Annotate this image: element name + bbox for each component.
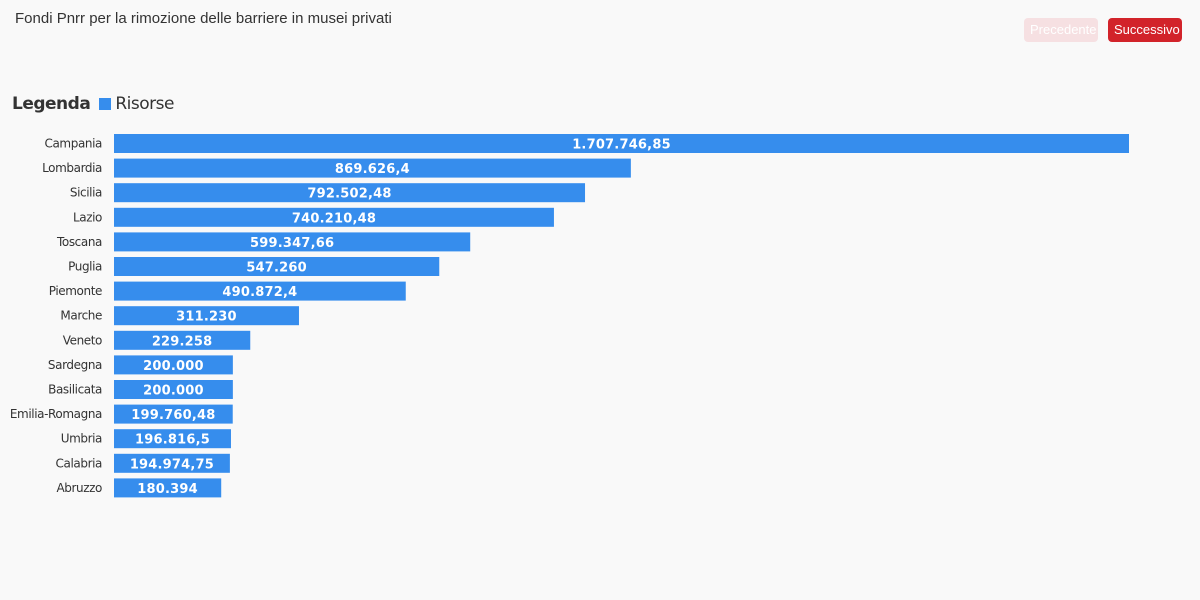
- legend: Legenda Risorse: [12, 92, 174, 116]
- value-label: 199.760,48: [131, 408, 215, 423]
- bar[interactable]: [114, 134, 1129, 153]
- category-label: Calabria: [56, 456, 103, 470]
- category-label: Umbria: [61, 432, 102, 446]
- value-label: 740.210,48: [292, 211, 376, 226]
- category-label: Emilia-Romagna: [10, 407, 102, 421]
- bar[interactable]: [114, 355, 233, 375]
- value-label: 1.707.746,85: [572, 138, 671, 153]
- category-label: Campania: [45, 137, 103, 151]
- category-label: Piemonte: [49, 284, 102, 298]
- value-label: 200.000: [143, 359, 204, 374]
- bar[interactable]: [114, 281, 406, 301]
- value-label: 196.816,5: [135, 433, 210, 448]
- bar[interactable]: [114, 183, 586, 203]
- bar[interactable]: [114, 429, 231, 449]
- legend-swatch: [99, 98, 112, 110]
- value-label: 547.260: [246, 261, 307, 276]
- category-label: Sardegna: [48, 358, 102, 372]
- category-label: Lombardia: [42, 161, 102, 175]
- value-label: 229.258: [152, 334, 213, 349]
- value-label: 490.872,4: [222, 285, 297, 300]
- chart-title: Fondi Pnrr per la rimozione delle barrie…: [15, 10, 392, 27]
- bar[interactable]: [114, 207, 554, 227]
- bar[interactable]: [114, 453, 230, 473]
- value-label: 792.502,48: [307, 187, 391, 202]
- value-label: 200.000: [143, 384, 204, 399]
- value-label: 599.347,66: [250, 236, 334, 251]
- category-label: Basilicata: [48, 383, 102, 397]
- bar[interactable]: [114, 404, 233, 424]
- legend-title: Legenda: [12, 94, 91, 114]
- bar[interactable]: [114, 306, 299, 326]
- value-label: 180.394: [137, 482, 198, 497]
- category-label: Sicilia: [70, 186, 102, 200]
- value-label: 869.626,4: [335, 162, 410, 177]
- next-button[interactable]: Successivo: [1108, 18, 1182, 42]
- value-label: 311.230: [176, 310, 237, 325]
- previous-button[interactable]: Precedente: [1024, 18, 1098, 42]
- legend-series-label: Risorse: [115, 94, 174, 114]
- bar[interactable]: [114, 380, 233, 399]
- bar[interactable]: [114, 257, 440, 276]
- value-label: 194.974,75: [130, 457, 214, 472]
- category-label: Toscana: [56, 235, 102, 249]
- category-label: Puglia: [68, 260, 102, 274]
- category-label: Marche: [60, 309, 102, 323]
- category-label: Lazio: [73, 210, 102, 224]
- category-label: Abruzzo: [56, 481, 102, 495]
- bar[interactable]: [114, 232, 471, 252]
- category-label: Veneto: [63, 333, 102, 347]
- bar[interactable]: [114, 478, 222, 498]
- bar[interactable]: [114, 158, 631, 178]
- bar[interactable]: [114, 330, 251, 350]
